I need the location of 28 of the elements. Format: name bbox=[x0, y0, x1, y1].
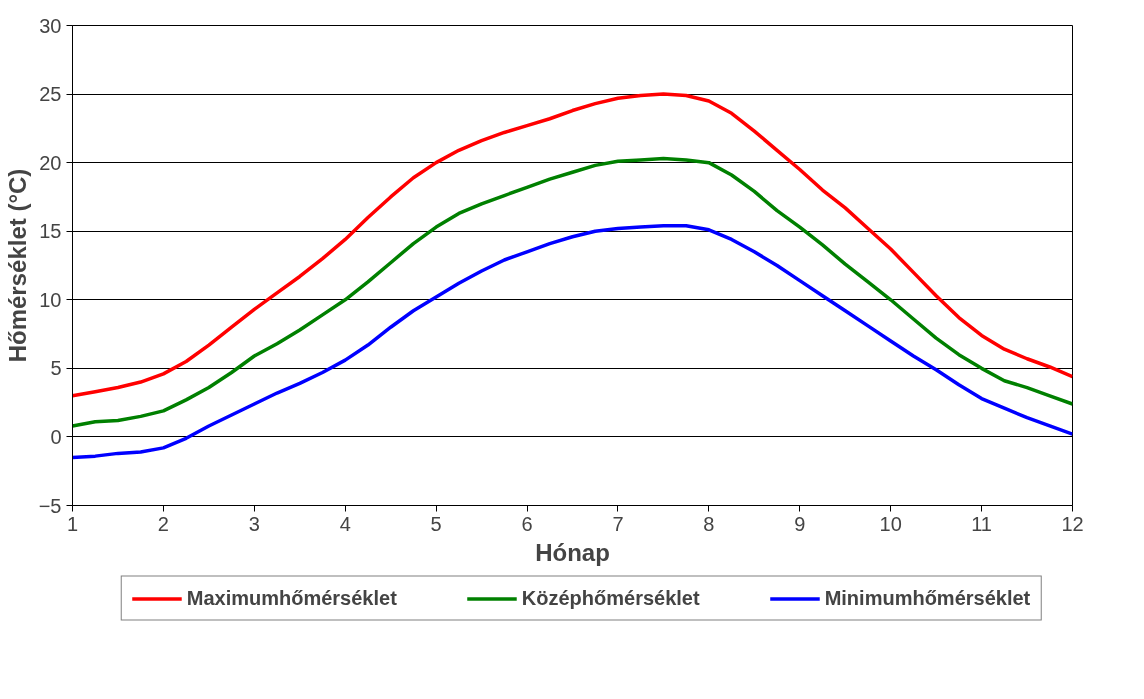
x-tick-label: 4 bbox=[339, 512, 351, 535]
x-tick-label: 1 bbox=[66, 512, 79, 535]
x-tick-label: 11 bbox=[971, 512, 992, 535]
x-tick-label: 9 bbox=[794, 512, 806, 535]
x-tick-label: 7 bbox=[612, 512, 624, 535]
x-tick-label: 10 bbox=[879, 512, 902, 535]
x-tick-label: 8 bbox=[703, 512, 715, 535]
y-tick-label: 25 bbox=[39, 83, 62, 106]
x-tick-label: 12 bbox=[1061, 512, 1084, 535]
line-series bbox=[72, 223, 1073, 460]
legend-label: Maximumhőmérséklet bbox=[186, 586, 397, 610]
y-tick-label: 10 bbox=[39, 288, 62, 311]
y-tick-label: 5 bbox=[50, 357, 62, 380]
y-axis-title: Hőmérséklet (°C) bbox=[3, 168, 31, 363]
y-tick-label: 30 bbox=[39, 14, 62, 37]
y-tick-label: 20 bbox=[39, 151, 62, 174]
x-tick-label: 6 bbox=[521, 512, 533, 535]
legend-label: Középhőmérséklet bbox=[521, 586, 700, 610]
x-tick-label: 5 bbox=[430, 512, 442, 535]
x-tick-label: 2 bbox=[157, 512, 169, 535]
y-tick-label: 15 bbox=[39, 220, 62, 243]
y-tick-label: 0 bbox=[50, 425, 62, 448]
legend-label: Minimumhőmérséklet bbox=[824, 586, 1031, 610]
y-tick-label: −5 bbox=[38, 494, 62, 517]
x-axis-title: Hónap bbox=[535, 538, 610, 566]
line-series bbox=[72, 92, 1073, 398]
line-series bbox=[72, 156, 1073, 428]
x-tick-label: 3 bbox=[248, 512, 260, 535]
